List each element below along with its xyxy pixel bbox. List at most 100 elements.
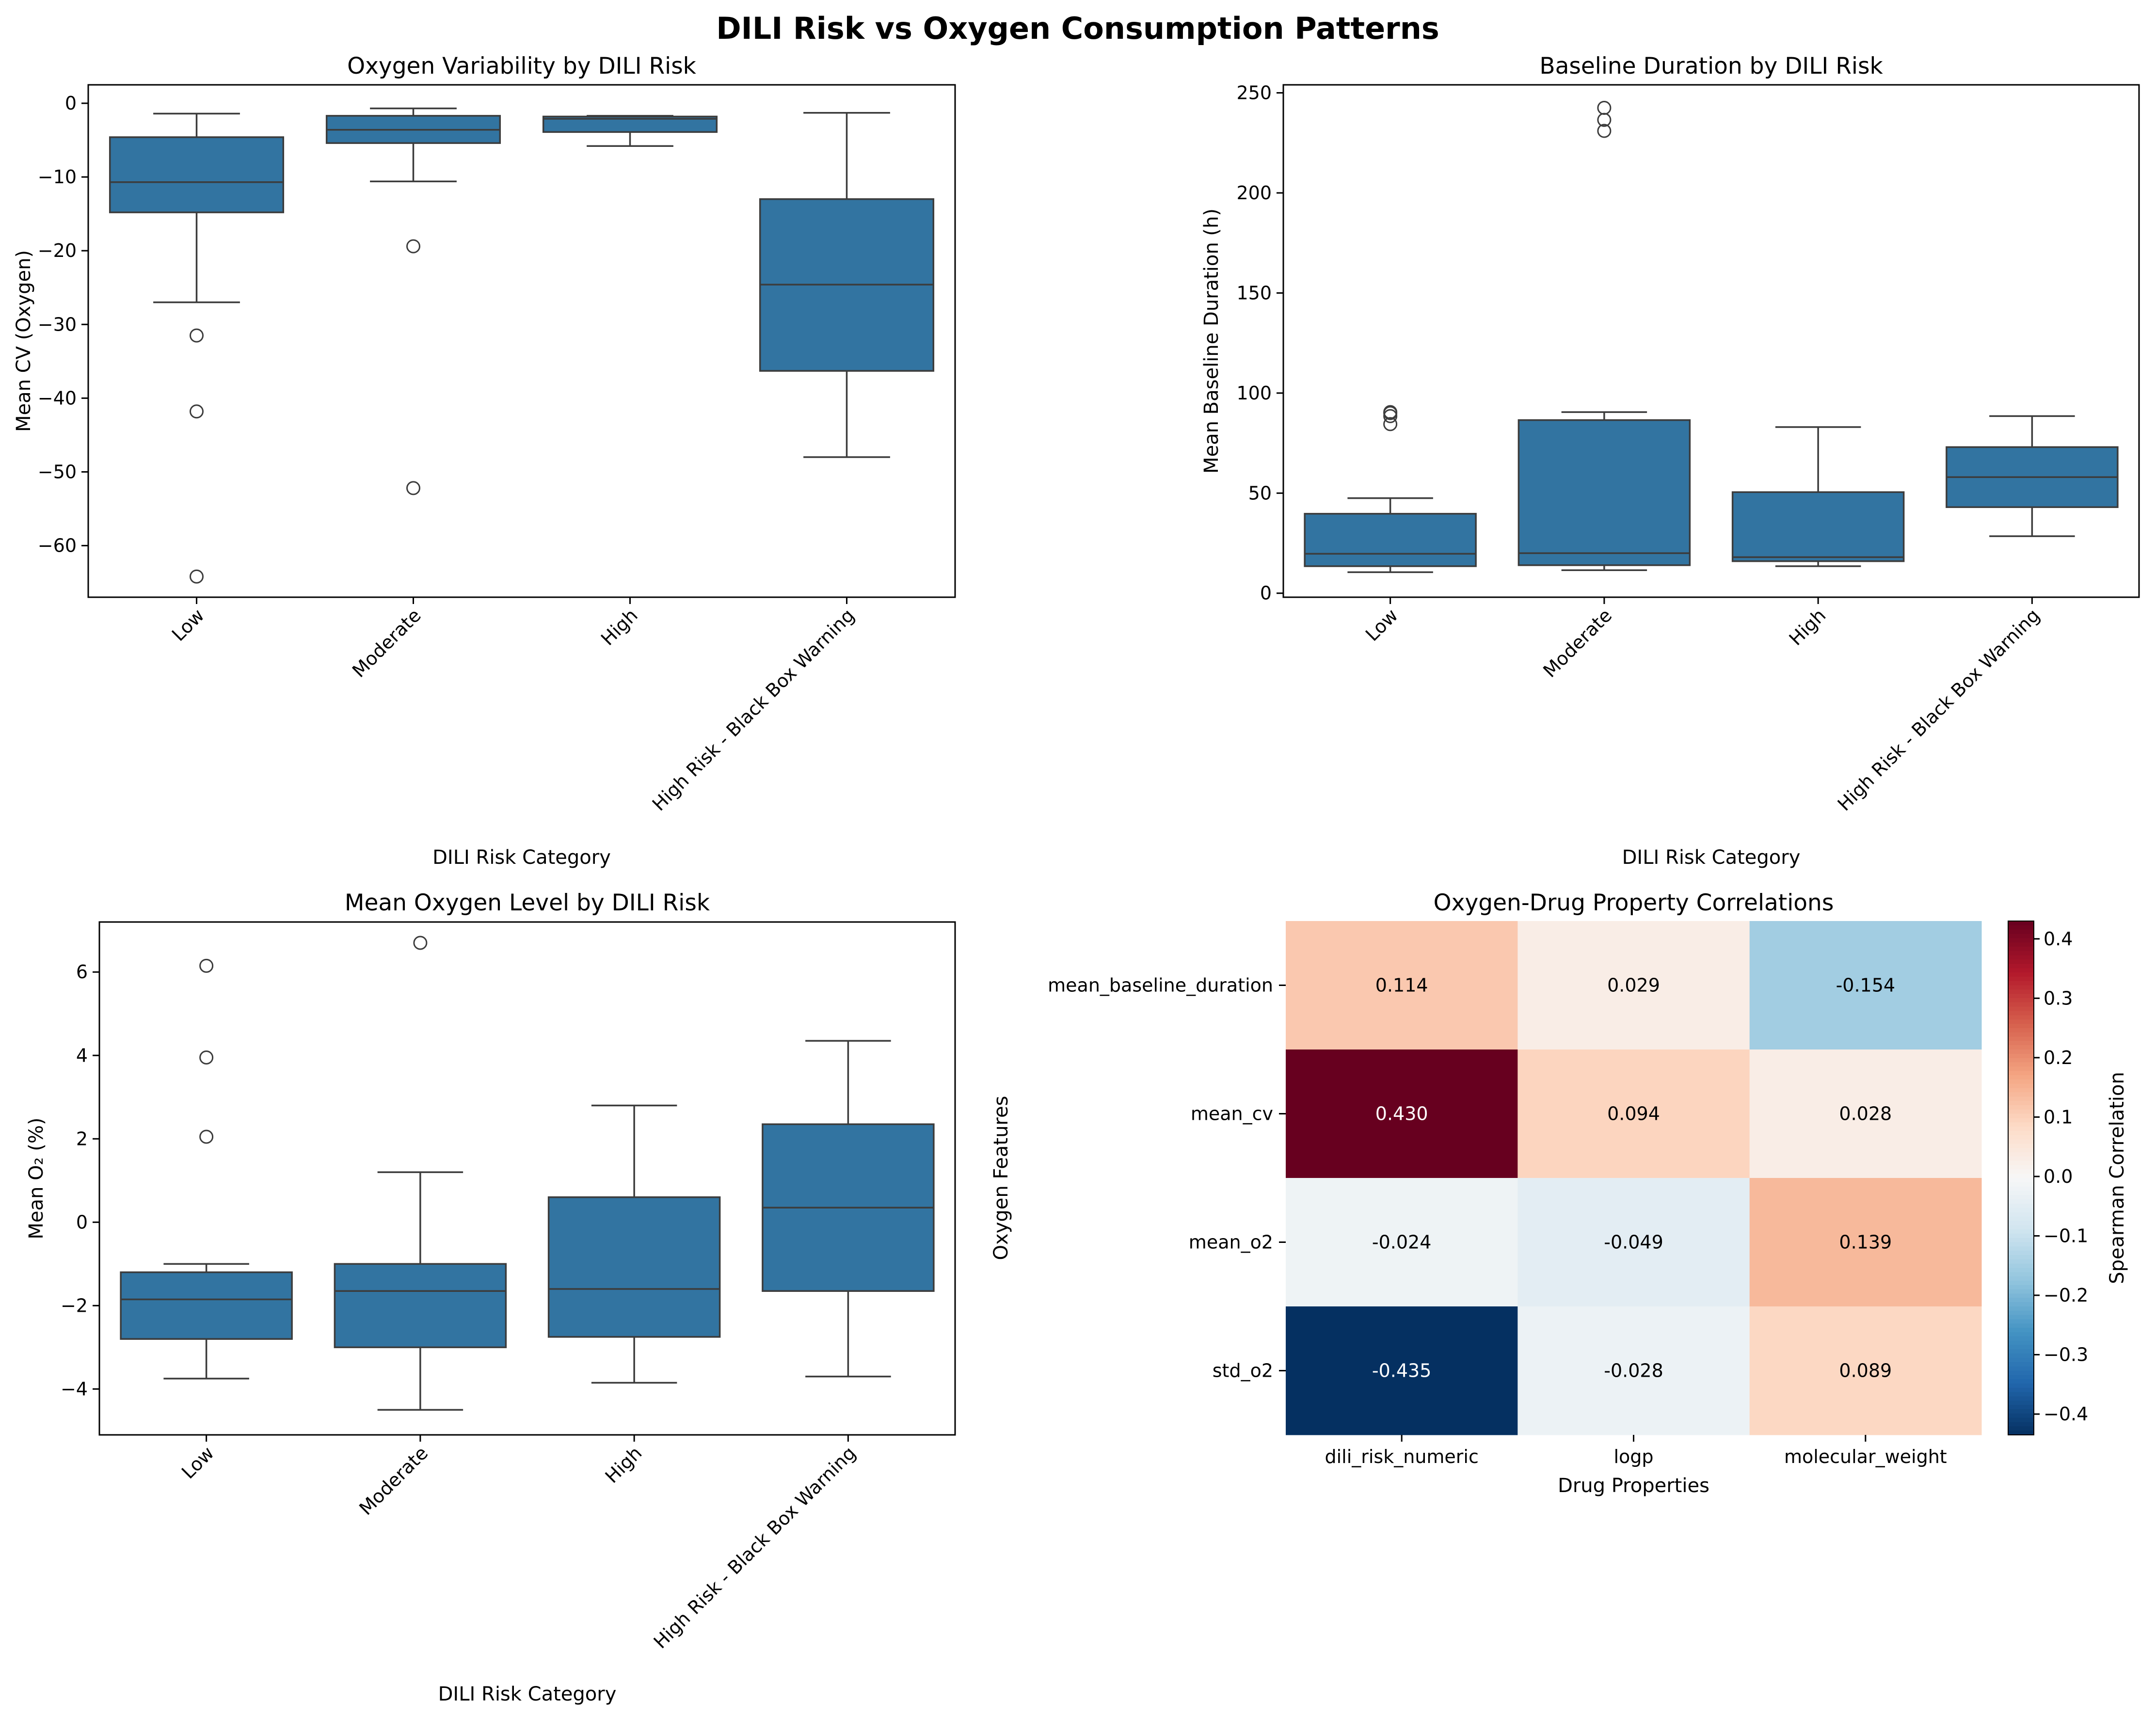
axes-frame [98,921,956,1436]
colorbar-segment [2008,1405,2034,1410]
outlier-point [190,328,204,343]
colorbar-segment [2008,1233,2034,1239]
colorbar-segment [2008,1071,2034,1076]
colorbar-segment [2008,1272,2034,1277]
box-1 [120,958,293,1380]
y-tick-label: std_o2 [1213,1360,1273,1382]
colorbar-segment [2008,1229,2034,1234]
colorbar-segment [2008,1285,2034,1290]
x-axis-label: DILI Risk Category [432,846,611,869]
y-tick-label: −20 [38,240,77,261]
colorbar-segment [2008,1332,2034,1337]
colorbar-tick-label: 0.1 [2044,1106,2073,1128]
heatmap-cell [1517,921,1750,1050]
colorbar-segment [2008,1019,2034,1024]
heatmap-cell [1517,1306,1750,1435]
colorbar-segment [2008,1263,2034,1269]
colorbar-segment [2008,1225,2034,1230]
colorbar-segment [2008,1366,2034,1371]
colorbar-segment [2008,1045,2034,1050]
colorbar-segment [2008,1092,2034,1097]
cell-value-label: 0.114 [1375,975,1428,996]
cell-value-label: 0.028 [1839,1103,1892,1125]
x-tick-label: logp [1613,1446,1653,1467]
colorbar-segment [2008,1392,2034,1397]
colorbar-segment [2008,1238,2034,1243]
y-tick-label: 200 [1236,182,1272,204]
colorbar-segment [2008,1006,2034,1012]
colorbar-segment [2008,1002,2034,1007]
colorbar-segment [2008,1088,2034,1093]
colorbar-segment [2008,968,2034,973]
outlier-point [199,1050,214,1065]
colorbar-segment [2008,959,2034,964]
colorbar-segment [2008,972,2034,977]
colorbar-segment [2008,955,2034,960]
colorbar-segment [2008,1191,2034,1195]
colorbar-segment [2008,1049,2034,1054]
colorbar-segment [2008,1328,2034,1333]
colorbar-segment [2008,1053,2034,1059]
y-tick-label: 100 [1236,382,1272,404]
colorbar-segment [2008,1083,2034,1089]
colorbar-segment [2008,1259,2034,1264]
iqr-box [1731,491,1905,562]
colorbar-segment [2008,1109,2034,1114]
colorbar-segment [2008,1135,2034,1140]
colorbar-segment [2008,989,2034,994]
colorbar-segment [2008,1353,2034,1358]
outlier-point [1597,124,1612,138]
cell-value-label: -0.028 [1604,1360,1663,1382]
outlier-point [1383,405,1398,419]
colorbar-segment [2008,1216,2034,1221]
heatmap-cell [1286,921,1518,1050]
colorbar-segment [2008,1105,2034,1110]
heatmap-cell [1517,1049,1750,1178]
axes-title: Baseline Duration by DILI Risk [1539,53,1883,79]
y-tick-label: −40 [38,387,77,409]
axes-title: Mean Oxygen Level by DILI Risk [345,890,710,916]
axes-frame [87,84,956,598]
outlier-point [190,569,204,584]
y-tick-label: −10 [38,166,77,188]
colorbar-segment [2008,1409,2034,1414]
colorbar-segment [2008,1426,2034,1431]
colorbar-label: Spearman Correlation [2106,1072,2128,1284]
colorbar-segment [2008,994,2034,999]
colorbar-segment [2008,1204,2034,1208]
colorbar-segment [2008,985,2034,990]
colorbar-segment [2008,1431,2034,1435]
colorbar-segment [2008,1422,2034,1427]
y-tick-label: −2 [61,1295,88,1316]
iqr-box [547,1196,721,1338]
colorbar-segment [2008,1041,2034,1046]
colorbar-segment [2008,1015,2034,1020]
colorbar-segment [2008,1358,2034,1363]
colorbar-segment [2008,1113,2034,1118]
colorbar-segment [2008,1281,2034,1286]
colorbar-segment [2008,1400,2034,1405]
y-tick-label: −50 [38,461,77,482]
colorbar-segment [2008,1156,2034,1161]
box-3 [547,1104,721,1384]
iqr-box [1517,419,1691,566]
outlier-point [1597,100,1612,115]
colorbar-segment [2008,1208,2034,1213]
iqr-box [120,1271,293,1340]
heatmap-cell [1749,921,1982,1050]
colorbar-segment [2008,934,2034,938]
figure-title: DILI Risk vs Oxygen Consumption Patterns [716,11,1439,46]
heatmap-cell [1286,1306,1518,1435]
colorbar-segment [2008,1310,2034,1316]
outlier-point [190,404,204,419]
colorbar-segment [2008,1383,2034,1388]
heatmap-cell [1517,1178,1750,1307]
heatmap-cell [1749,1178,1982,1307]
colorbar-segment [2008,1268,2034,1272]
colorbar-segment [2008,1396,2034,1401]
colorbar-segment [2008,1011,2034,1016]
outlier-point [199,958,214,973]
colorbar-segment [2008,1139,2034,1144]
colorbar-segment [2008,1375,2034,1380]
colorbar-segment [2008,1058,2034,1063]
